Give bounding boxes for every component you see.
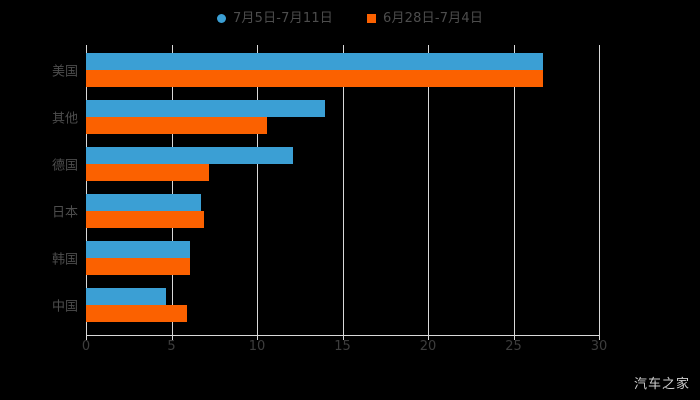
square-marker-icon bbox=[367, 13, 376, 23]
bar bbox=[86, 70, 543, 87]
x-axis-tick-label: 25 bbox=[505, 339, 522, 354]
bar bbox=[86, 100, 326, 117]
x-axis-tick-label: 15 bbox=[334, 339, 351, 354]
plot-area bbox=[86, 45, 599, 335]
bar bbox=[86, 288, 167, 305]
bar bbox=[86, 194, 201, 211]
bar bbox=[86, 241, 191, 258]
x-axis-tick-label: 5 bbox=[167, 339, 176, 354]
legend-label-series-2: 6月28日-7月4日 bbox=[383, 10, 484, 26]
x-axis-tick-label: 0 bbox=[81, 339, 91, 354]
legend-item-series-2[interactable]: 6月28日-7月4日 bbox=[367, 12, 483, 25]
x-axis-tick-label: 10 bbox=[248, 339, 266, 354]
x-axis-tick bbox=[171, 335, 173, 340]
x-axis-tick bbox=[599, 335, 600, 340]
watermark: 汽车之家 bbox=[633, 377, 690, 392]
y-axis-category-label: 中国 bbox=[51, 299, 78, 315]
gridline bbox=[86, 45, 87, 335]
bar bbox=[86, 305, 187, 322]
bar bbox=[86, 53, 543, 70]
bar bbox=[86, 147, 293, 164]
gridline bbox=[257, 45, 258, 335]
x-axis-tick bbox=[428, 335, 429, 340]
x-axis-tick-label: 20 bbox=[419, 339, 437, 354]
gridline bbox=[513, 45, 515, 335]
gridline bbox=[171, 45, 173, 335]
gridline bbox=[428, 45, 429, 335]
legend-item-series-1[interactable]: 7月5日-7月11日 bbox=[216, 10, 333, 26]
x-axis-tick-label: 30 bbox=[590, 339, 608, 354]
bar bbox=[86, 117, 268, 134]
x-axis-tick bbox=[86, 335, 87, 340]
y-axis-category-label: 美国 bbox=[51, 64, 78, 80]
x-axis-tick bbox=[513, 335, 515, 340]
y-axis-category-label: 韩国 bbox=[51, 252, 78, 268]
bar bbox=[86, 258, 191, 275]
gridline bbox=[599, 45, 600, 335]
legend-label-series-1: 7月5日-7月11日 bbox=[232, 10, 333, 26]
y-axis-category-label: 德国 bbox=[51, 158, 78, 174]
bar bbox=[86, 164, 210, 181]
chart-legend: 7月5日-7月11日 6月28日-7月4日 bbox=[0, 8, 700, 28]
gridline bbox=[342, 45, 344, 335]
bar bbox=[86, 211, 204, 228]
y-axis-category-label: 日本 bbox=[51, 205, 78, 221]
y-axis-category-label: 其他 bbox=[51, 111, 78, 127]
x-axis-tick bbox=[342, 335, 344, 340]
x-axis-tick bbox=[257, 335, 258, 340]
circle-marker-icon bbox=[216, 13, 226, 23]
